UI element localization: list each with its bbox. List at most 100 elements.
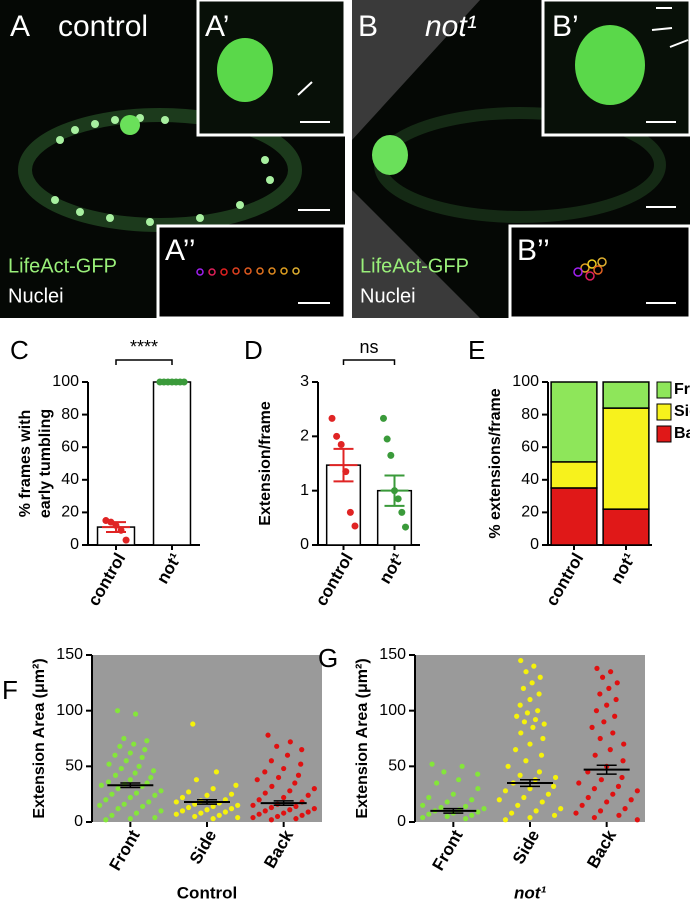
data-point [475,771,481,777]
legend-swatch [656,381,672,399]
data-point [606,685,612,692]
data-point [152,814,158,821]
y-axis-label: % extensions/frame [487,388,504,538]
x-axis-label: Control [177,883,237,902]
data-point [233,782,239,788]
data-point [132,711,139,717]
data-point [540,735,546,742]
plot-background [415,655,645,822]
data-point [517,772,523,778]
bar-segment [550,487,598,546]
data-point [262,769,268,775]
data-point [598,777,604,783]
data-point [222,809,228,815]
data-point [535,708,541,714]
data-point [123,758,129,764]
data-point [434,780,440,786]
data-point [469,797,475,803]
y-tick-label: 3 [300,373,309,390]
panel-b-image: B not¹ B’ B’’ LifeAct-GFP Nuclei [352,0,690,320]
data-point [150,768,157,774]
data-point [622,806,628,812]
data-point [269,783,275,789]
data-point [158,808,164,814]
inset-label: A’ [205,10,229,43]
inset-b-prime [541,0,690,137]
data-point [216,812,222,818]
data-point [593,708,600,714]
data-point [512,747,519,753]
data-point [204,807,210,813]
y-tick-label: 50 [388,758,406,775]
data-point [198,810,204,816]
data-point [475,786,481,792]
data-point [441,769,447,775]
y-tick-label: 20 [521,504,539,521]
significance-label: ns [359,337,378,357]
y-tick-label: 60 [521,438,539,455]
data-point [524,710,531,716]
data-point [186,804,192,811]
data-point [604,702,610,708]
error-bar [329,447,358,483]
data-point [136,763,142,769]
data-point [383,435,391,443]
error-bar [443,807,464,814]
data-point [599,674,606,680]
data-point [505,763,511,769]
data-point [523,669,529,675]
data-point [550,783,557,789]
data-point [204,792,210,798]
data-point [420,802,426,808]
data-point [299,812,305,818]
data-point [601,719,607,725]
data-point [527,696,533,703]
data-point [523,758,529,764]
data-point [106,761,112,767]
data-point [459,763,465,769]
data-point [268,804,274,811]
data-point [268,758,274,764]
data-point [537,674,543,680]
data-point [97,802,103,808]
data-point [573,810,579,816]
data-point [146,799,152,805]
data-point [122,536,130,544]
data-point [179,794,186,801]
y-tick-label: 60 [61,438,79,455]
data-point [597,691,603,697]
data-point [144,738,150,744]
y-tick-label: 150 [56,646,83,663]
data-point [536,769,543,775]
stain-label: Nuclei [360,285,416,307]
data-point [298,761,304,767]
x-tick-label: Front [106,826,144,873]
x-tick-label: not¹ [607,549,640,587]
y-tick-label: 80 [521,406,539,423]
data-point [284,752,291,758]
bar-segment [602,381,650,409]
y-tick-label: 0 [530,536,539,553]
data-point [531,663,537,669]
data-point [541,721,547,727]
data-point [173,811,179,817]
data-point [429,761,435,767]
x-tick-label: control [542,550,587,609]
data-point [292,780,298,786]
data-point [538,752,545,758]
panel-letter: D [244,335,263,365]
y-axis-label: Extension Area (μm²) [31,658,48,818]
data-point [114,708,121,714]
y-tick-label: 40 [61,471,79,488]
data-point [109,812,115,818]
data-point [132,770,138,776]
data-point [117,743,123,749]
mask [352,190,480,318]
data-point [133,790,140,796]
data-point [305,809,311,815]
y-tick-label: 50 [65,758,83,775]
data-point [287,807,293,813]
data-point [517,702,523,708]
data-point [235,802,241,808]
